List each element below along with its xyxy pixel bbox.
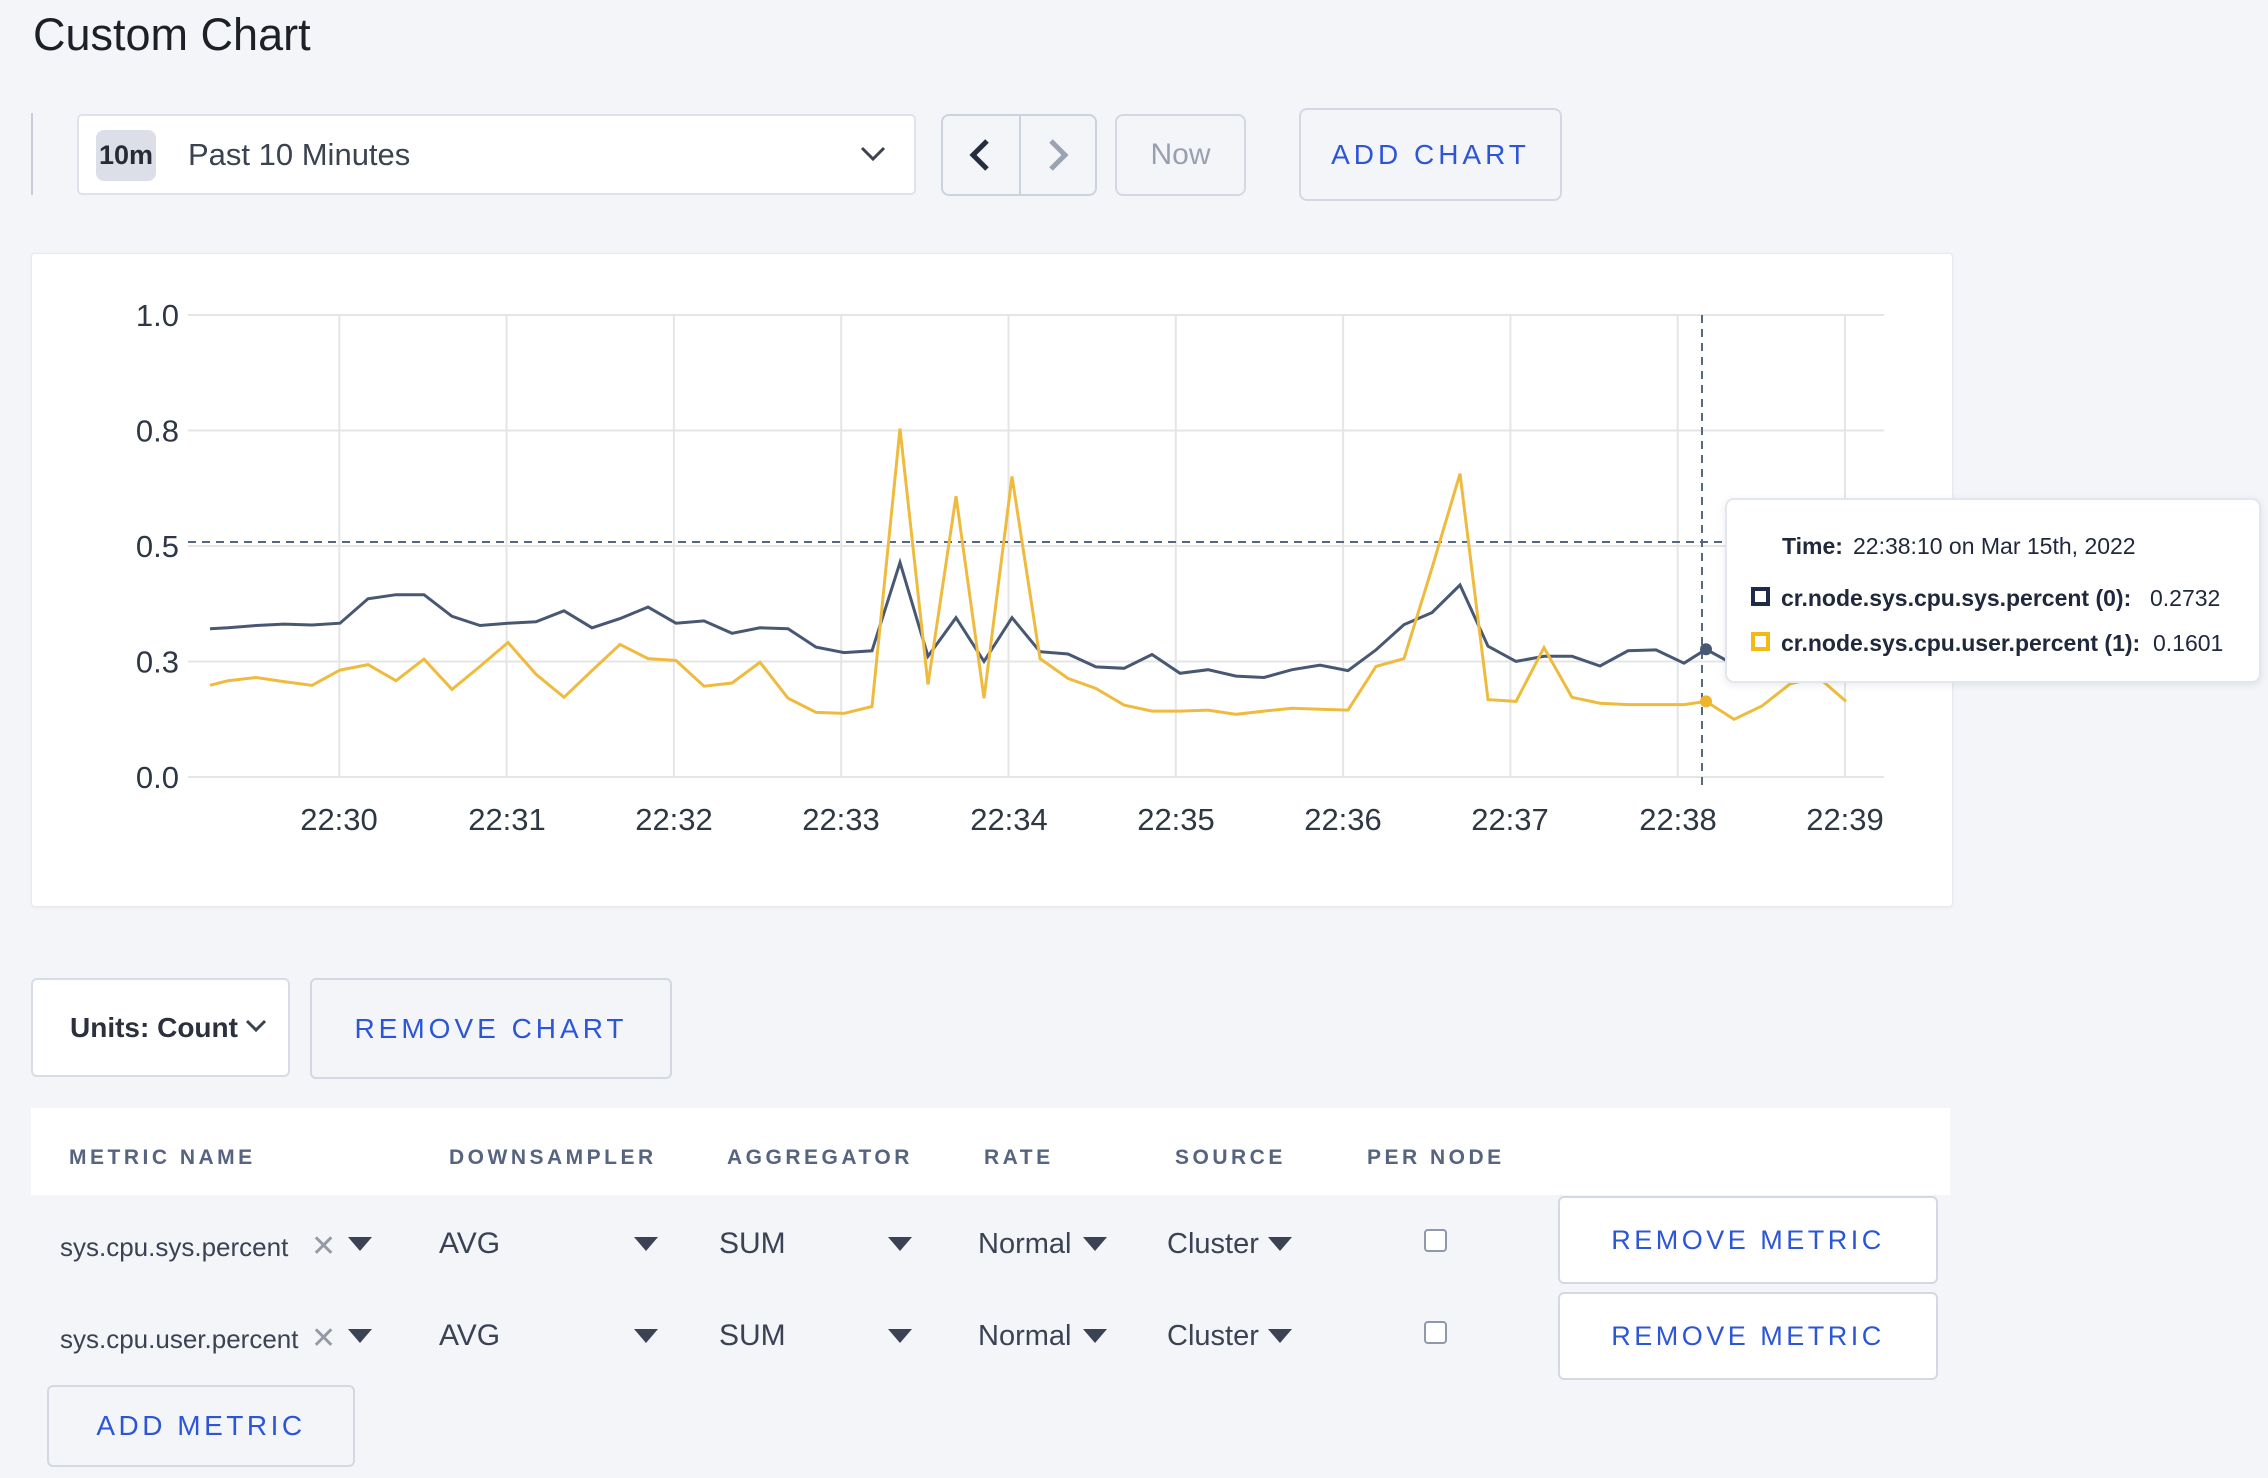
svg-text:22:38: 22:38 (1639, 802, 1717, 837)
svg-text:22:37: 22:37 (1471, 802, 1549, 837)
svg-text:22:32: 22:32 (635, 802, 713, 837)
svg-text:0.3: 0.3 (136, 645, 179, 680)
svg-text:22:35: 22:35 (1137, 802, 1215, 837)
svg-text:22:34: 22:34 (970, 802, 1048, 837)
svg-text:22:30: 22:30 (300, 802, 378, 837)
svg-text:22:39: 22:39 (1806, 802, 1884, 837)
svg-text:0.8: 0.8 (136, 414, 179, 449)
svg-text:0.0: 0.0 (136, 760, 179, 795)
svg-text:22:33: 22:33 (802, 802, 880, 837)
svg-text:0.5: 0.5 (136, 529, 179, 564)
svg-text:22:36: 22:36 (1304, 802, 1382, 837)
svg-text:22:31: 22:31 (468, 802, 546, 837)
svg-text:1.0: 1.0 (136, 298, 179, 333)
